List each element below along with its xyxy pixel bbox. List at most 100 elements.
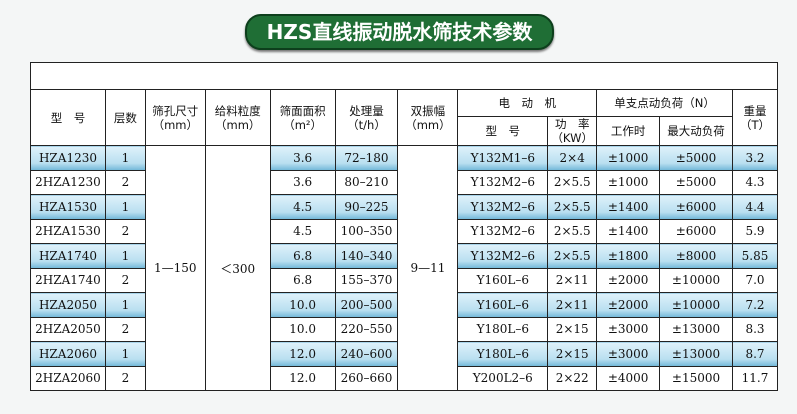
page-title: HZS直线振动脱水筛技术参数 — [245, 14, 554, 50]
cell-area: 12.0 — [269, 365, 336, 391]
cell-load-max: ±10000 — [659, 292, 733, 318]
header-load-work: 工作时 — [596, 116, 661, 146]
cell-load-work: ±1400 — [596, 194, 661, 220]
cell-capacity: 72–180 — [334, 145, 399, 171]
cell-layers: 1 — [104, 243, 146, 269]
cell-motor-power: 2×22 — [547, 365, 598, 391]
cell-layers: 2 — [104, 365, 146, 391]
cell-motor-model: Y160L–6 — [457, 292, 549, 318]
cell-motor-power: 2×5.5 — [547, 218, 598, 244]
cell-weight: 8.7 — [731, 341, 779, 367]
cell-model: 2HZA1740 — [30, 267, 106, 293]
header-amplitude: 双振幅 （mm） — [397, 89, 459, 146]
header-load-max: 最大动负荷 — [659, 116, 733, 146]
cell-layers: 2 — [104, 218, 146, 244]
cell-model: HZA1530 — [30, 194, 106, 220]
header-area: 筛面面积 （m²） — [269, 89, 336, 146]
cell-load-max: ±15000 — [659, 365, 733, 391]
header-motor: 电 动 机 — [457, 89, 598, 117]
cell-aperture: 1—150 — [144, 145, 206, 391]
cell-weight: 4.4 — [731, 194, 779, 220]
cell-motor-model: Y132M2–6 — [457, 243, 549, 269]
cell-layers: 1 — [104, 292, 146, 318]
header-motor-model: 型 号 — [457, 116, 549, 146]
header-aperture: 筛孔尺寸 （mm） — [144, 89, 206, 146]
cell-motor-model: Y160L–6 — [457, 267, 549, 293]
cell-motor-model: Y132M2–6 — [457, 218, 549, 244]
cell-feed-size: ＜300 — [204, 145, 271, 391]
cell-layers: 2 — [104, 169, 146, 195]
cell-area: 10.0 — [269, 292, 336, 318]
cell-capacity: 155–370 — [334, 267, 399, 293]
blank-row — [30, 62, 778, 90]
cell-area: 3.6 — [269, 169, 336, 195]
table-row: HZA2050 1 10.0 200–500 Y160L–6 2×11 ±2000 ±1000… — [30, 292, 779, 318]
table-row: 2HZA1740 2 6.8 155–370 Y160L–6 2×11 ±2000 ±1000… — [30, 267, 779, 293]
cell-load-work: ±3000 — [596, 341, 661, 367]
cell-motor-model: Y200L2–6 — [457, 365, 549, 391]
cell-load-max: ±6000 — [659, 218, 733, 244]
cell-motor-power: 2×5.5 — [547, 169, 598, 195]
header-model: 型 号 — [30, 89, 106, 146]
table-row: HZA1530 1 4.5 90–225 Y132M2–6 2×5.5 ±1400 ±6000… — [30, 194, 779, 220]
cell-capacity: 90–225 — [334, 194, 399, 220]
cell-capacity: 260–660 — [334, 365, 399, 391]
table-row: 2HZA1230 2 3.6 80–210 Y132M2–6 2×5.5 ±1000 ±500… — [30, 169, 779, 195]
cell-layers: 2 — [104, 316, 146, 342]
header-load: 单支点动负荷（N） — [596, 89, 733, 117]
header-weight: 重量 （T） — [731, 89, 779, 146]
cell-weight: 4.3 — [731, 169, 779, 195]
cell-load-work: ±2000 — [596, 267, 661, 293]
cell-weight: 5.9 — [731, 218, 779, 244]
cell-model: 2HZA2060 — [30, 365, 106, 391]
cell-area: 4.5 — [269, 218, 336, 244]
cell-capacity: 100–350 — [334, 218, 399, 244]
cell-weight: 11.7 — [731, 365, 779, 391]
cell-weight: 7.0 — [731, 267, 779, 293]
cell-motor-model: Y132M1–6 — [457, 145, 549, 171]
cell-model: HZA1230 — [30, 145, 106, 171]
cell-load-max: ±5000 — [659, 145, 733, 171]
cell-load-max: ±10000 — [659, 267, 733, 293]
cell-amplitude: 9—11 — [397, 145, 459, 391]
cell-load-max: ±13000 — [659, 341, 733, 367]
cell-layers: 2 — [104, 267, 146, 293]
cell-model: HZA2050 — [30, 292, 106, 318]
cell-area: 3.6 — [269, 145, 336, 171]
table-row: HZA2060 1 12.0 240–600 Y180L–6 2×15 ±3000 ±1300… — [30, 341, 779, 367]
cell-capacity: 220–550 — [334, 316, 399, 342]
cell-load-work: ±2000 — [596, 292, 661, 318]
cell-layers: 1 — [104, 341, 146, 367]
header-feed-size: 给料粒度 （mm） — [204, 89, 271, 146]
cell-model: HZA1740 — [30, 243, 106, 269]
cell-model: 2HZA2050 — [30, 316, 106, 342]
cell-motor-power: 2×11 — [547, 267, 598, 293]
cell-motor-power: 2×4 — [547, 145, 598, 171]
cell-capacity: 80–210 — [334, 169, 399, 195]
cell-load-max: ±13000 — [659, 316, 733, 342]
cell-area: 12.0 — [269, 341, 336, 367]
cell-load-work: ±1400 — [596, 218, 661, 244]
table-row: 2HZA2050 2 10.0 220–550 Y180L–6 2×15 ±3000 ±130… — [30, 316, 779, 342]
cell-area: 6.8 — [269, 267, 336, 293]
cell-motor-model: Y132M2–6 — [457, 194, 549, 220]
cell-load-work: ±1800 — [596, 243, 661, 269]
cell-capacity: 240–600 — [334, 341, 399, 367]
cell-layers: 1 — [104, 145, 146, 171]
table-row: HZA1230 1 1—150 ＜300 3.6 72–180 9—11 Y132M1–6 2×… — [30, 145, 779, 391]
cell-model: HZA2060 — [30, 341, 106, 367]
cell-load-max: ±8000 — [659, 243, 733, 269]
cell-model: 2HZA1230 — [30, 169, 106, 195]
cell-weight: 5.85 — [731, 243, 779, 269]
header-motor-power: 功 率（KW） — [547, 116, 598, 146]
cell-area: 4.5 — [269, 194, 336, 220]
cell-motor-power: 2×5.5 — [547, 243, 598, 269]
cell-weight: 8.3 — [731, 316, 779, 342]
cell-motor-model: Y132M2–6 — [457, 169, 549, 195]
table-row: HZA1740 1 6.8 140–340 Y132M2–6 2×5.5 ±1800 ±800… — [30, 243, 779, 269]
cell-capacity: 200–500 — [334, 292, 399, 318]
cell-layers: 1 — [104, 194, 146, 220]
cell-load-work: ±1000 — [596, 145, 661, 171]
cell-load-work: ±3000 — [596, 316, 661, 342]
spec-table: 型 号 层数 筛孔尺寸 （mm） 给料粒度 （mm） 筛面面积 （m²） 处理量 （t/… — [30, 62, 779, 391]
